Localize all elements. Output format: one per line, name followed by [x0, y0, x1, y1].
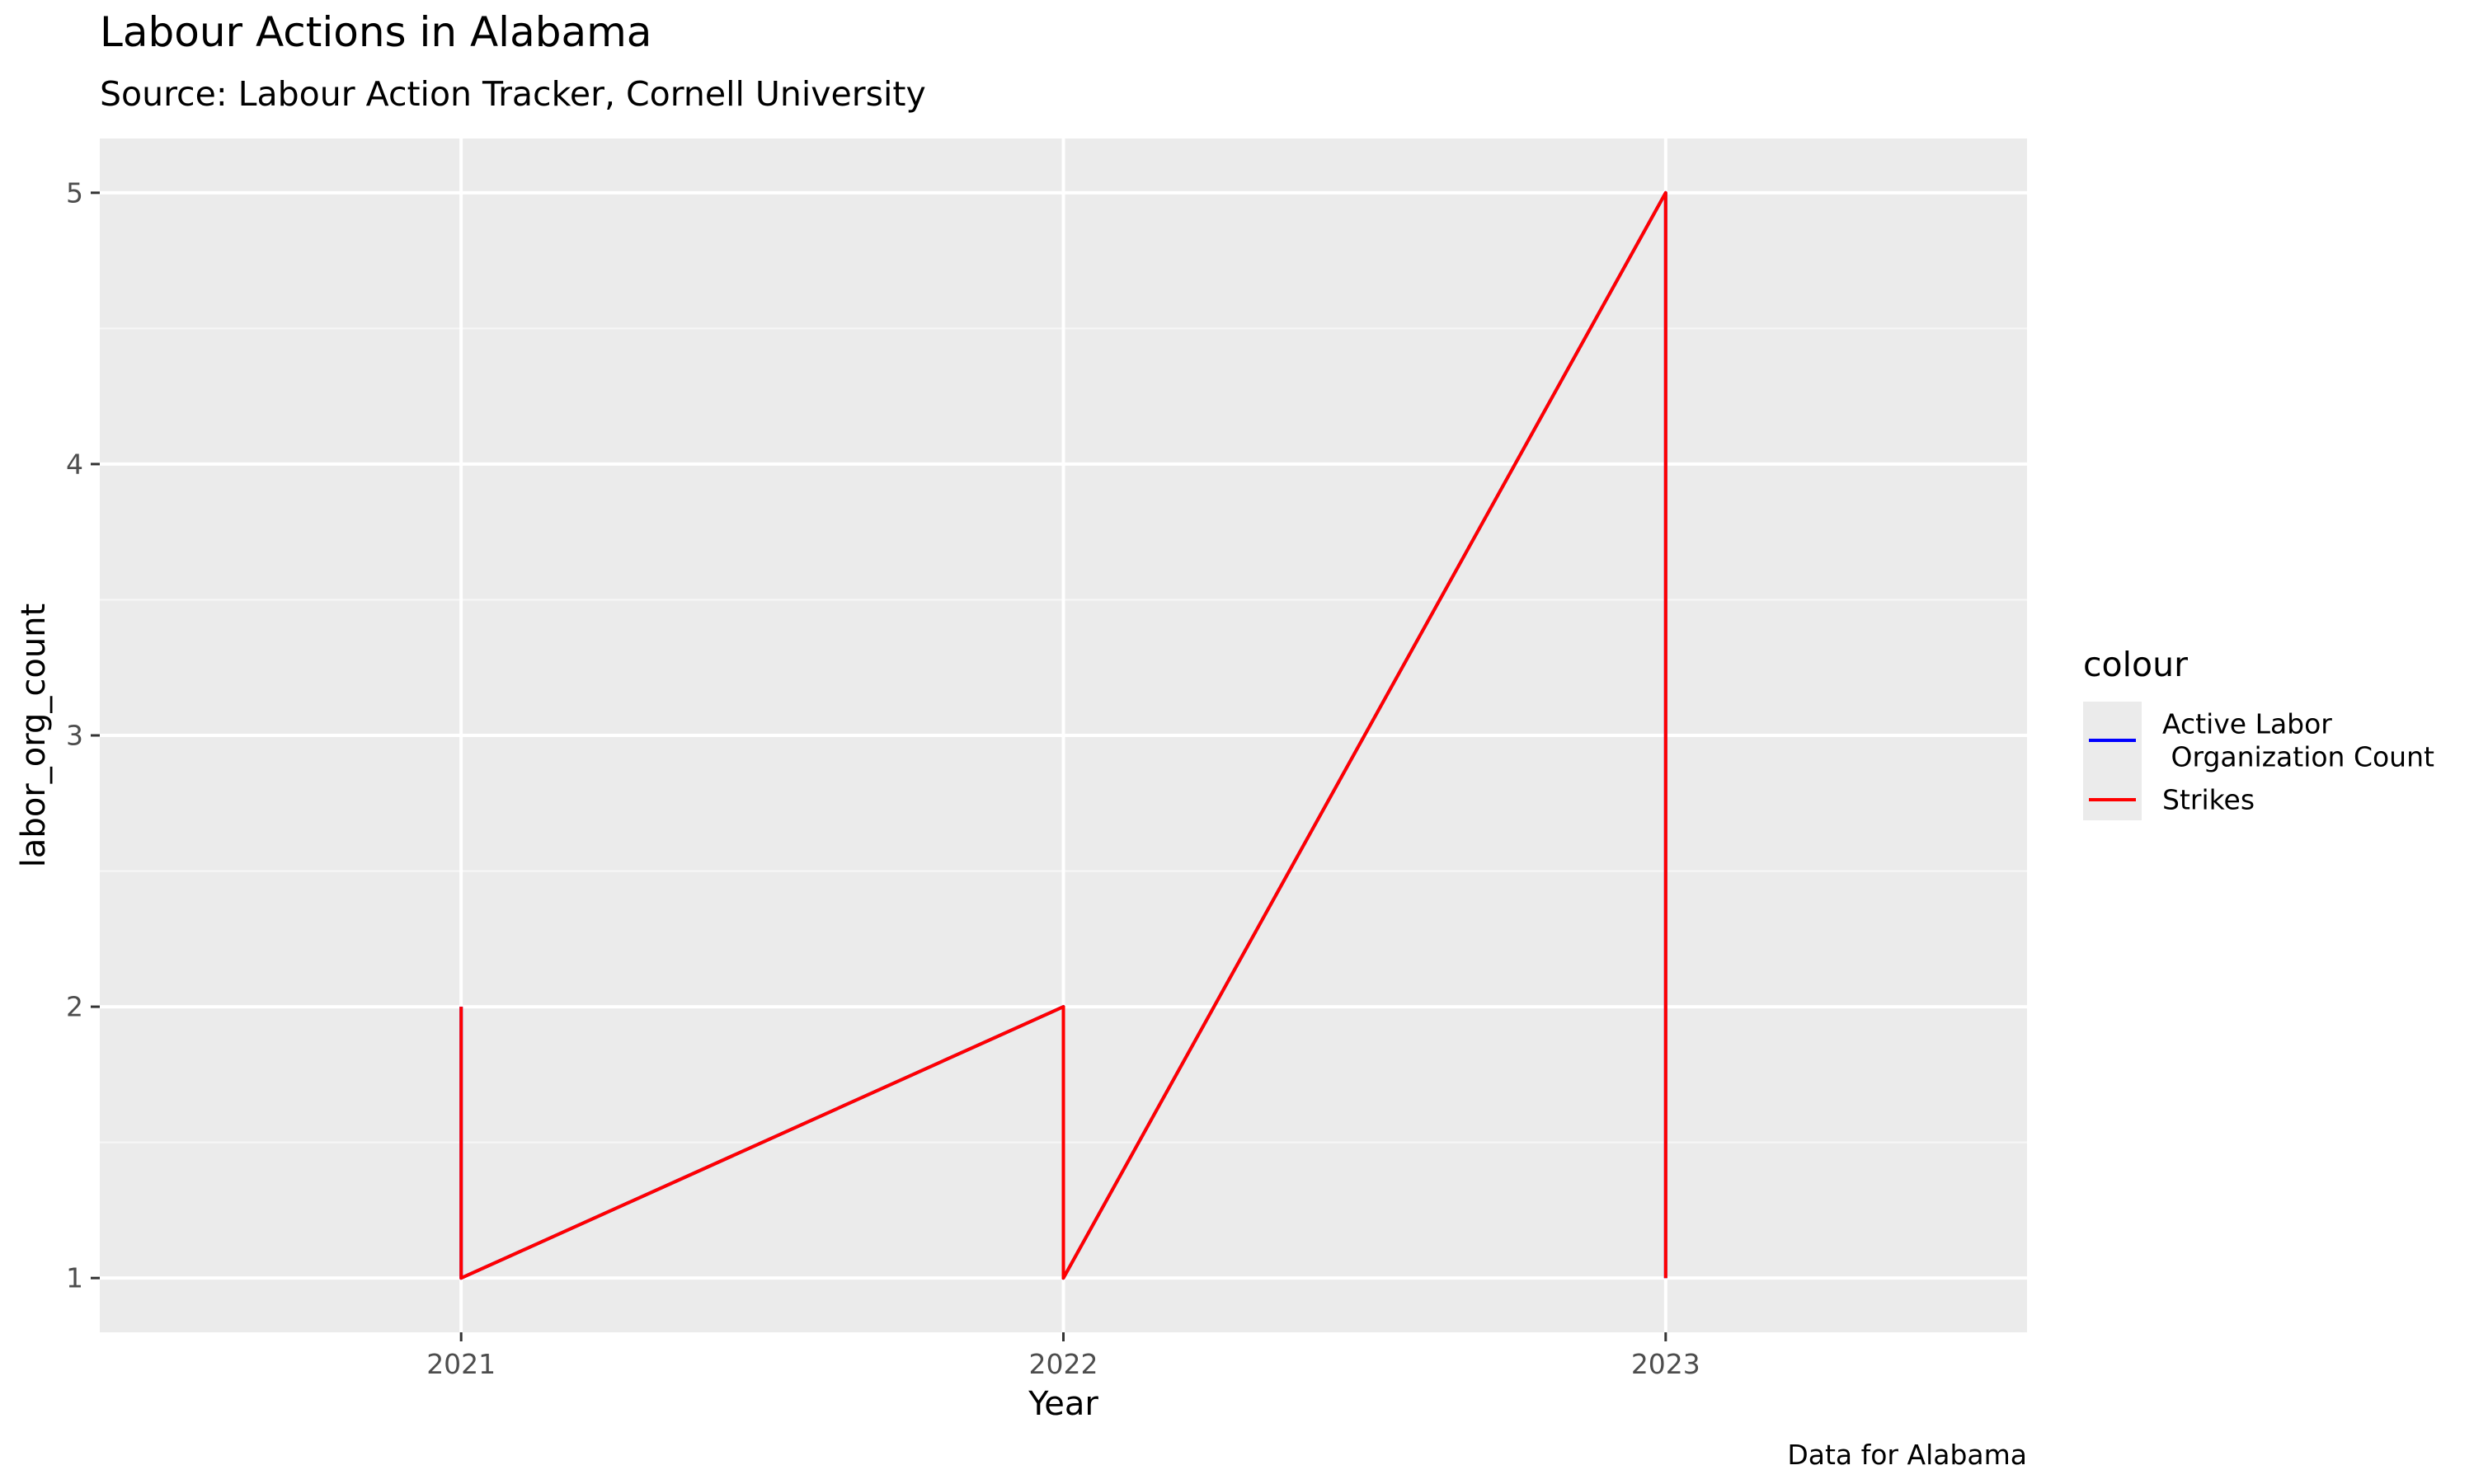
data-series — [459, 190, 1667, 1280]
legend-label: Active Labor — [2162, 708, 2332, 740]
y-tick-label: 2 — [66, 991, 83, 1023]
x-tick-label: 2022 — [1029, 1348, 1098, 1380]
axis-ticks: 1 2 3 4 5 2021 2022 2023 — [66, 176, 1700, 1380]
legend-title: colour — [2083, 645, 2188, 684]
y-tick-label: 3 — [66, 720, 83, 752]
x-axis-title: Year — [1028, 1385, 1098, 1423]
legend-label: Organization Count — [2162, 741, 2434, 773]
legend-label: Strikes — [2162, 784, 2255, 816]
y-axis-title: labor_org_count — [15, 603, 53, 867]
y-tick-label: 1 — [66, 1262, 83, 1294]
y-tick-label: 5 — [66, 176, 83, 209]
legend: colour Active Labor Organization Count St… — [2083, 645, 2434, 820]
chart-subtitle: Source: Labour Action Tracker, Cornell U… — [100, 74, 926, 114]
series-line-2 — [459, 190, 1667, 1280]
chart-caption: Data for Alabama — [1787, 1439, 2027, 1471]
y-tick-label: 4 — [66, 448, 83, 480]
chart-title: Labour Actions in Alabama — [100, 8, 651, 56]
x-tick-label: 2023 — [1631, 1348, 1700, 1380]
x-tick-label: 2021 — [426, 1348, 496, 1380]
